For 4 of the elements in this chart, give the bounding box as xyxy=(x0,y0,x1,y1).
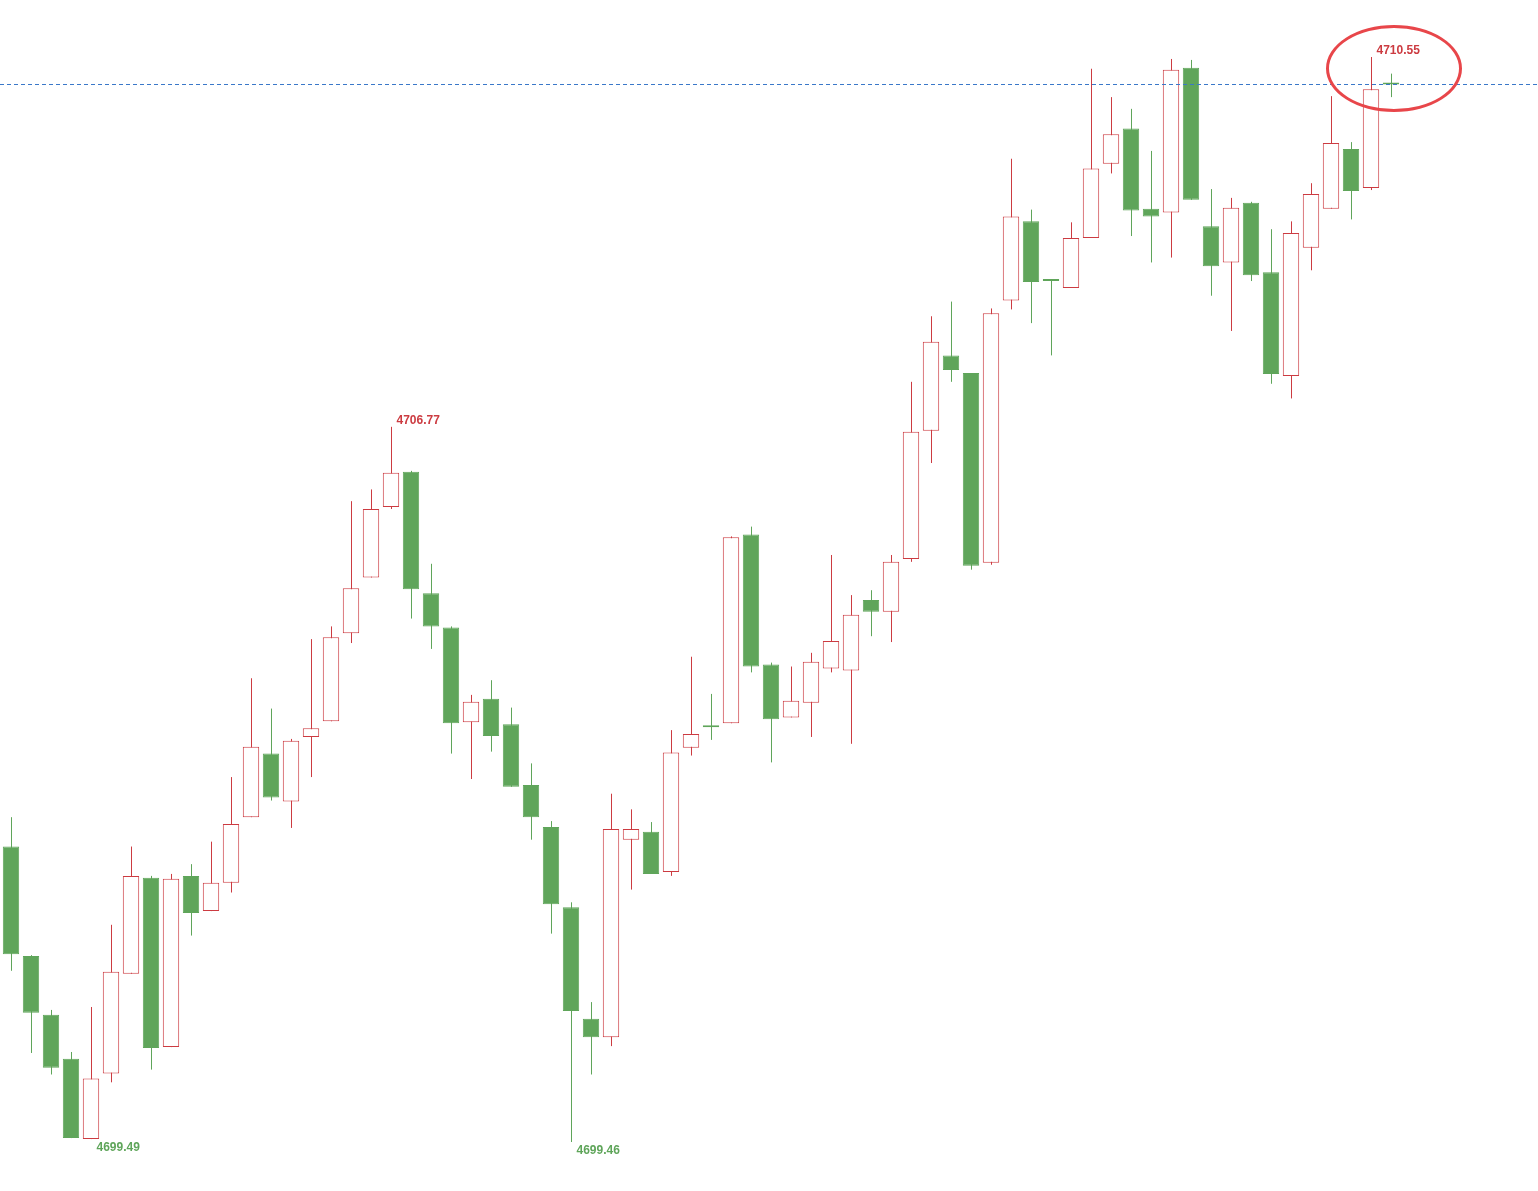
text: 4710.55 xyxy=(1376,42,1421,57)
annotation: 4706.77 xyxy=(396,412,441,427)
text: 4699.46 xyxy=(576,1142,621,1157)
annotation: 4699.49 xyxy=(96,1139,141,1154)
